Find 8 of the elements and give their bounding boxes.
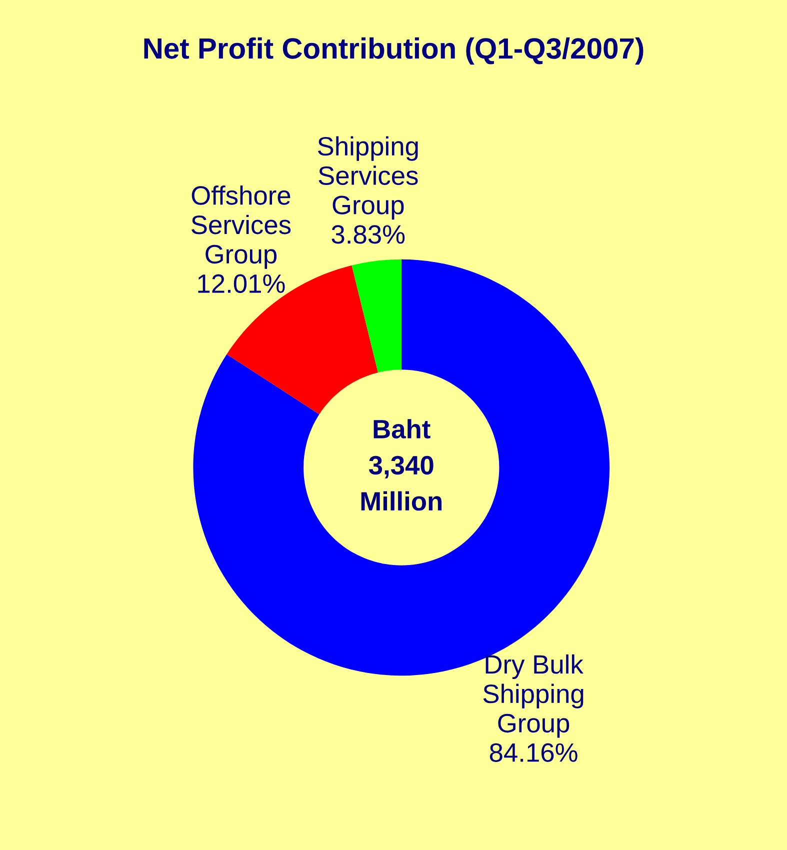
slice-label: Shipping Services Group <box>318 136 418 220</box>
data-label: 12.01% <box>198 274 285 293</box>
chart-title: Net Profit Contribution (Q1-Q3/2007) <box>144 37 644 65</box>
slice-label: Offshore Services Group <box>192 185 291 269</box>
data-label: 84.16% <box>490 743 578 762</box>
text: Baht 3,340 Million <box>361 419 442 511</box>
slice-label: Dry Bulk Shipping Group <box>483 654 584 738</box>
data-label: 3.83% <box>332 225 405 244</box>
